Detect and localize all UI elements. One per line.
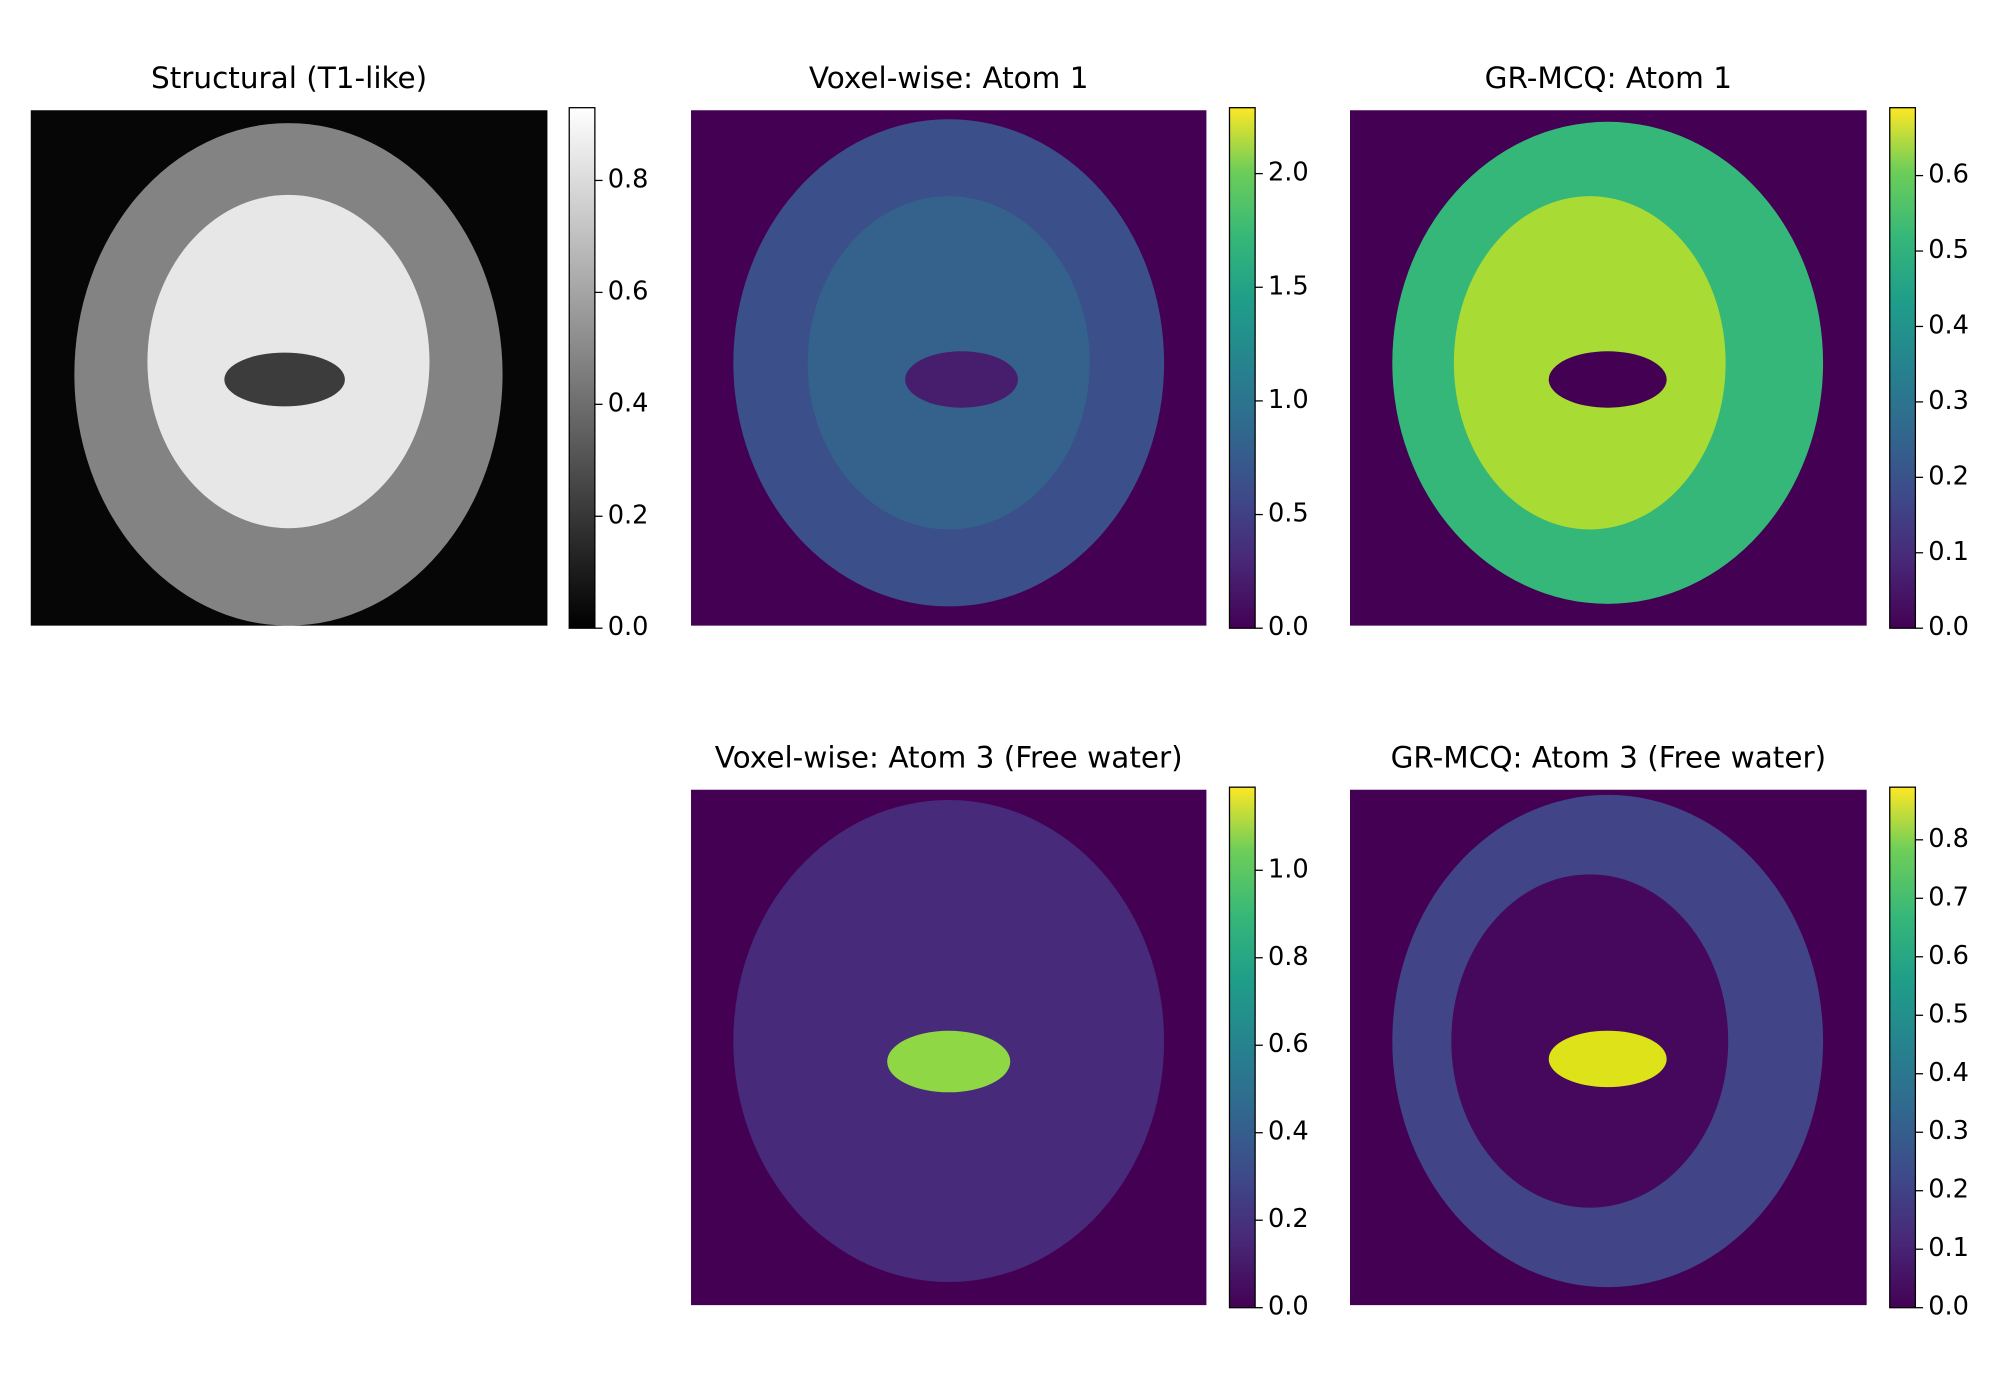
panel-title: GR-MCQ: Atom 1 xyxy=(1485,61,1732,95)
colorbar-tick-label: 0.5 xyxy=(1268,499,1309,529)
colorbar-tick-label: 0.5 xyxy=(1928,999,1969,1029)
colorbar-tick-label: 0.4 xyxy=(1928,1058,1969,1088)
image-grmcq-atom3 xyxy=(1350,789,1867,1306)
colorbar-tick-label: 0.1 xyxy=(1928,1233,1969,1263)
colorbar-tick-label: 1.0 xyxy=(1268,385,1309,415)
colorbar xyxy=(1228,786,1256,1309)
colorbar-tick-label: 0.8 xyxy=(1268,942,1309,972)
colorbar-tick-label: 0.2 xyxy=(1928,1175,1969,1205)
colorbar-tick-label: 0.0 xyxy=(1268,612,1309,642)
colorbar-tick-label: 0.5 xyxy=(1928,235,1969,265)
panel-title: Voxel-wise: Atom 1 xyxy=(809,61,1089,95)
colorbar xyxy=(568,107,596,629)
panel-title: Structural (T1-like) xyxy=(151,61,427,95)
colorbar-tick-label: 0.7 xyxy=(1928,882,1969,912)
colorbar-tick-label: 0.2 xyxy=(608,500,649,530)
colorbar xyxy=(1228,107,1256,629)
colorbar-tick-label: 0.0 xyxy=(1928,612,1969,642)
colorbar xyxy=(1889,786,1917,1309)
colorbar-tick-label: 0.2 xyxy=(1268,1204,1309,1234)
colorbar-tick-label: 1.5 xyxy=(1268,271,1309,301)
colorbar-tick-label: 2.0 xyxy=(1268,158,1309,188)
colorbar-tick-label: 0.3 xyxy=(1928,386,1969,416)
image-voxel-atom3 xyxy=(691,789,1207,1306)
colorbar-tick-label: 0.0 xyxy=(1928,1292,1969,1322)
panel-title: Voxel-wise: Atom 3 (Free water) xyxy=(715,740,1183,774)
colorbar-tick-label: 0.6 xyxy=(1928,941,1969,971)
colorbar-tick-label: 0.8 xyxy=(608,164,649,194)
colorbar-tick-label: 0.6 xyxy=(1268,1029,1309,1059)
colorbar-tick-label: 0.2 xyxy=(1928,461,1969,491)
colorbar-tick-label: 0.4 xyxy=(1928,310,1969,340)
image-grmcq-atom1 xyxy=(1350,110,1867,626)
colorbar-tick-label: 1.0 xyxy=(1268,854,1309,884)
colorbar-tick-label: 0.3 xyxy=(1928,1116,1969,1146)
colorbar-tick-label: 0.0 xyxy=(1268,1292,1309,1322)
colorbar-tick-label: 0.4 xyxy=(1268,1117,1309,1147)
panel-title: GR-MCQ: Atom 3 (Free water) xyxy=(1391,740,1827,774)
colorbar-tick-label: 0.0 xyxy=(608,612,649,642)
colorbar-tick-label: 0.6 xyxy=(1928,160,1969,190)
colorbar-tick-label: 0.6 xyxy=(608,276,649,306)
colorbar-tick-label: 0.8 xyxy=(1928,824,1969,854)
colorbar-tick-label: 0.4 xyxy=(608,388,649,418)
colorbar xyxy=(1889,107,1917,629)
image-voxel-atom1 xyxy=(691,110,1207,626)
colorbar-tick-label: 0.1 xyxy=(1928,537,1969,567)
image-structural xyxy=(30,110,548,626)
